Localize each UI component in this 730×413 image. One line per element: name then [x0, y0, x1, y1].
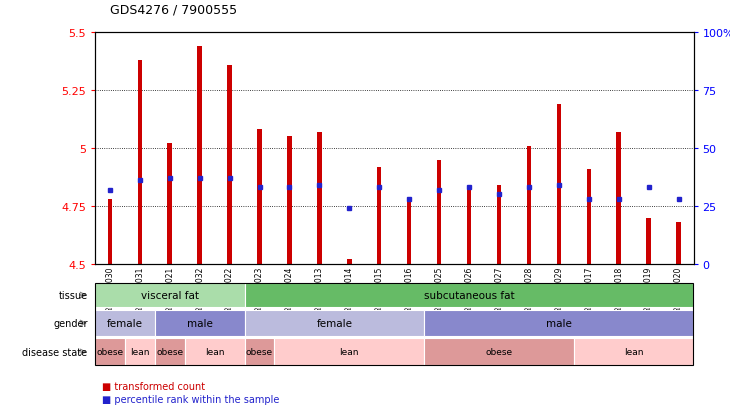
Text: visceral fat: visceral fat	[141, 290, 199, 300]
Bar	[496, 186, 502, 264]
Bar	[347, 260, 352, 264]
Text: subcutaneous fat: subcutaneous fat	[423, 290, 515, 300]
Text: female: female	[316, 318, 353, 328]
Text: gender: gender	[53, 318, 88, 328]
Text: obese: obese	[156, 348, 183, 356]
Text: GDS4276 / 7900555: GDS4276 / 7900555	[110, 4, 237, 17]
Bar	[197, 47, 202, 264]
Bar	[257, 130, 262, 264]
Bar	[407, 199, 412, 264]
Bar	[167, 144, 172, 264]
Bar	[646, 218, 651, 264]
Bar	[227, 65, 232, 264]
Bar	[377, 167, 382, 264]
Text: tissue: tissue	[58, 290, 88, 300]
Bar	[616, 133, 621, 264]
Text: lean: lean	[205, 348, 224, 356]
Text: ■ transformed count: ■ transformed count	[102, 381, 205, 391]
Text: female: female	[107, 318, 143, 328]
Text: lean: lean	[339, 348, 359, 356]
Bar	[556, 105, 561, 264]
Text: male: male	[546, 318, 572, 328]
Text: lean: lean	[624, 348, 643, 356]
Bar	[466, 188, 472, 264]
Bar	[437, 160, 442, 264]
Bar	[526, 146, 531, 264]
Text: obese: obese	[96, 348, 123, 356]
Text: ■ percentile rank within the sample: ■ percentile rank within the sample	[102, 394, 280, 404]
Text: male: male	[187, 318, 212, 328]
Bar	[107, 199, 112, 264]
Bar	[586, 169, 591, 264]
Text: lean: lean	[130, 348, 150, 356]
Bar	[317, 133, 322, 264]
Bar	[137, 61, 142, 264]
Bar	[287, 137, 292, 264]
Text: obese: obese	[246, 348, 273, 356]
Text: disease state: disease state	[23, 347, 88, 357]
Text: obese: obese	[485, 348, 512, 356]
Bar	[676, 223, 681, 264]
